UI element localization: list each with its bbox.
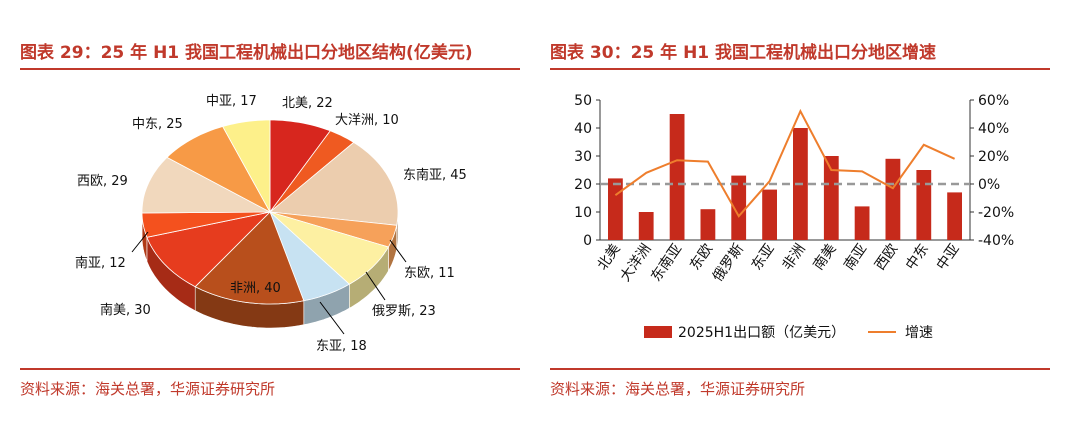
bar-中亚	[947, 192, 962, 240]
pie-label-西欧: 西欧, 29	[77, 174, 128, 189]
pie-label-中东: 中东, 25	[132, 117, 183, 132]
x-category-label: 俄罗斯	[710, 241, 747, 285]
pie-slice-北美	[269, 119, 331, 214]
legend-line-label: 增速	[905, 325, 933, 341]
pie-label-非洲: 非洲, 40	[230, 281, 281, 296]
left-tick-label: 10	[574, 205, 592, 221]
right-tick-label: 20%	[978, 149, 1009, 165]
right-tick-label: 60%	[978, 93, 1009, 109]
pie-bottom-rule	[20, 368, 520, 370]
x-category-label: 南美	[810, 241, 839, 273]
pie-slice-非洲	[194, 211, 305, 305]
x-category-label: 非洲	[780, 241, 809, 273]
pie-label-中亚: 中亚, 17	[206, 94, 257, 109]
right-tick-label: 40%	[978, 121, 1009, 137]
bar-南美	[823, 156, 839, 240]
pie-leader-俄罗斯	[365, 271, 386, 301]
pie-top	[141, 119, 399, 305]
pie-slice-东欧	[269, 211, 398, 248]
pie-label-南美: 南美, 30	[100, 302, 151, 318]
x-category-label: 北美	[595, 241, 624, 273]
bar-东欧	[700, 209, 716, 240]
legend-bar-label: 2025H1出口额（亿美元）	[678, 325, 845, 341]
pie-slice-东南亚	[269, 141, 399, 226]
x-category-label: 东欧	[687, 241, 716, 273]
x-category-label: 东亚	[749, 241, 778, 273]
x-category-label: 西欧	[872, 241, 901, 273]
left-tick-label: 40	[574, 121, 592, 137]
bar-大洋洲	[638, 212, 654, 240]
pie-label-北美: 北美, 22	[282, 96, 333, 111]
pie-leader-东欧	[389, 239, 407, 263]
pie-leader-东亚	[319, 301, 345, 335]
bar-俄罗斯	[731, 175, 747, 240]
pie-slice-南美	[146, 211, 272, 288]
pie-slice-西欧	[141, 156, 271, 214]
pie-slice-中东	[166, 126, 272, 213]
bar-panel-title: 图表 30：25 年 H1 我国工程机械出口分地区增速	[550, 43, 937, 63]
right-tick-label: -40%	[978, 233, 1014, 249]
bar-bottom-rule	[550, 368, 1050, 370]
bar-东亚	[762, 189, 777, 240]
pie-label-大洋洲: 大洋洲, 10	[335, 113, 399, 128]
left-tick-label: 0	[583, 233, 592, 249]
left-tick-label: 20	[574, 177, 592, 193]
pie-slice-大洋洲	[269, 130, 355, 213]
bar-source-note: 资料来源：海关总署，华源证券研究所	[550, 380, 806, 398]
legend-bar-swatch	[644, 326, 672, 338]
pie-label-俄罗斯: 俄罗斯, 23	[372, 304, 436, 319]
pie-panel-title: 图表 29：25 年 H1 我国工程机械出口分地区结构(亿美元)	[20, 43, 473, 63]
x-category-label: 中东	[903, 241, 932, 273]
pie-label-东南亚: 东南亚, 45	[403, 167, 467, 183]
x-category-label: 南亚	[841, 241, 870, 273]
x-category-label: 大洋洲	[617, 241, 654, 285]
left-tick-label: 50	[574, 93, 592, 109]
bar-西欧	[885, 158, 901, 240]
growth-line	[614, 108, 956, 218]
x-category-label: 中亚	[934, 241, 963, 273]
bar-中东	[916, 170, 932, 240]
pie-title-rule	[20, 68, 520, 70]
pie-label-东欧: 东欧, 11	[404, 266, 455, 281]
pie-label-东亚: 东亚, 18	[316, 339, 367, 354]
pie-slice-俄罗斯	[269, 211, 390, 285]
pie-source-note: 资料来源：海关总署，华源证券研究所	[20, 380, 276, 398]
bar-南亚	[854, 206, 870, 240]
x-category-label: 东南亚	[648, 241, 685, 285]
pie-slice-东亚	[269, 211, 350, 302]
pie-slice-中亚	[222, 119, 271, 213]
bar-title-rule	[550, 68, 1050, 70]
bar-北美	[608, 178, 623, 240]
left-tick-label: 30	[574, 149, 592, 165]
bar-东南亚	[669, 114, 685, 240]
pie-leader-南亚	[131, 231, 149, 253]
right-tick-label: -20%	[978, 205, 1014, 221]
pie-label-南亚: 南亚, 12	[75, 255, 126, 271]
right-tick-label: 0%	[978, 177, 1000, 193]
